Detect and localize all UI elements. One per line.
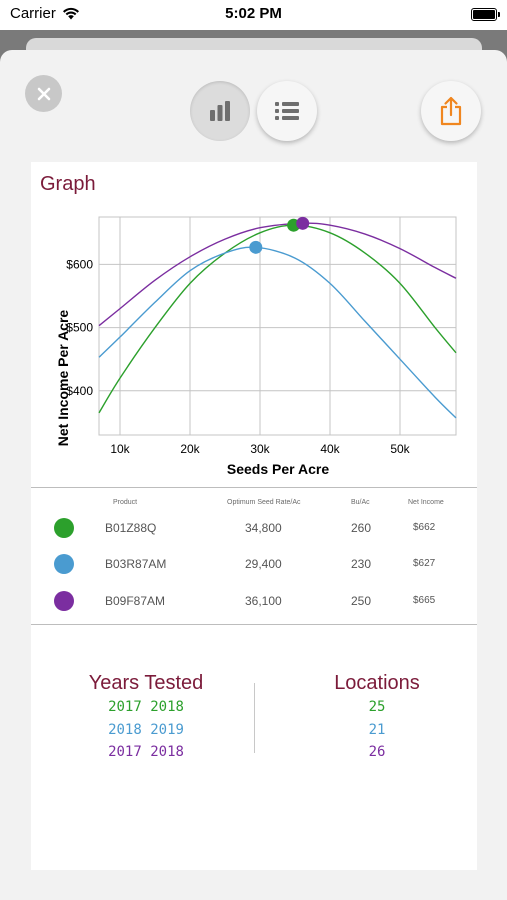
locations-value: 26 [368, 744, 386, 760]
optimum-point [249, 240, 263, 254]
card-title: Graph [40, 173, 96, 195]
divider [31, 487, 477, 488]
share-button[interactable] [421, 81, 481, 141]
bu-value: 230 [351, 557, 372, 571]
carrier-info: Carrier [10, 5, 80, 22]
income-value: $627 [413, 558, 436, 569]
divider [31, 624, 477, 625]
optimum-point [296, 216, 310, 230]
bu-value: 260 [351, 521, 372, 535]
x-tick-label: 50k [390, 442, 410, 456]
series-color-dot [54, 554, 74, 574]
battery-icon [471, 8, 500, 21]
product-name: B03R87AM [105, 557, 167, 571]
years-value: 2018 2019 [108, 722, 184, 738]
table-row[interactable]: B09F87AM 36,100 250 $665 [31, 591, 477, 621]
table-row[interactable]: B01Z88Q 34,800 260 $662 [31, 518, 477, 548]
locations-value: 21 [368, 722, 386, 738]
years-value: 2017 2018 [108, 699, 184, 715]
series-line [98, 222, 457, 327]
series-color-dot [54, 518, 74, 538]
seed-rate-value: 36,100 [245, 594, 282, 608]
share-icon [440, 96, 462, 126]
y-tick-label: $400 [66, 384, 93, 398]
x-tick-label: 40k [320, 442, 340, 456]
locations-value: 25 [368, 699, 386, 715]
x-tick-label: 10k [110, 442, 130, 456]
locations-title: Locations [334, 672, 420, 694]
bar-chart-icon [210, 101, 230, 121]
header-product: Product [113, 499, 138, 506]
seed-rate-value: 29,400 [245, 557, 282, 571]
carrier-label: Carrier [10, 5, 56, 22]
graph-card: Graph 10k 20k 30k 40k 50k $400 $500 $600 Net In… [31, 162, 477, 870]
y-axis-label: Net Income Per Acre [55, 309, 71, 447]
x-tick-label: 20k [180, 442, 200, 456]
header-seed-rate: Optimum Seed Rate/Ac [227, 499, 301, 506]
series-line [98, 246, 457, 419]
header-income: Net Income [408, 499, 444, 506]
header-bu: Bu/Ac [351, 499, 370, 506]
income-value: $662 [413, 522, 436, 533]
product-name: B09F87AM [105, 594, 166, 608]
bu-value: 250 [351, 594, 372, 608]
y-tick-label: $500 [66, 321, 93, 335]
graph-view-button[interactable] [190, 81, 250, 141]
list-view-button[interactable] [257, 81, 317, 141]
summary-divider [254, 683, 255, 753]
list-icon [275, 102, 299, 120]
product-name: B01Z88Q [105, 521, 157, 535]
table-row[interactable]: B03R87AM 29,400 230 $627 [31, 554, 477, 584]
years-tested-title: Years Tested [88, 672, 204, 694]
wifi-icon [62, 7, 79, 20]
series-line [98, 224, 457, 414]
close-icon [37, 87, 50, 100]
years-value: 2017 2018 [108, 744, 184, 760]
income-chart: 10k 20k 30k 40k 50k $400 $500 $600 [66, 216, 457, 456]
plot-frame [98, 216, 457, 436]
series-color-dot [54, 591, 74, 611]
x-tick-label: 30k [250, 442, 270, 456]
income-value: $665 [413, 595, 436, 606]
y-tick-label: $600 [66, 257, 93, 271]
status-bar: Carrier 5:02 PM [0, 0, 507, 30]
status-time: 5:02 PM [225, 5, 282, 22]
x-axis-label: Seeds Per Acre [226, 461, 330, 477]
seed-rate-value: 34,800 [245, 521, 282, 535]
close-button[interactable] [25, 75, 62, 112]
